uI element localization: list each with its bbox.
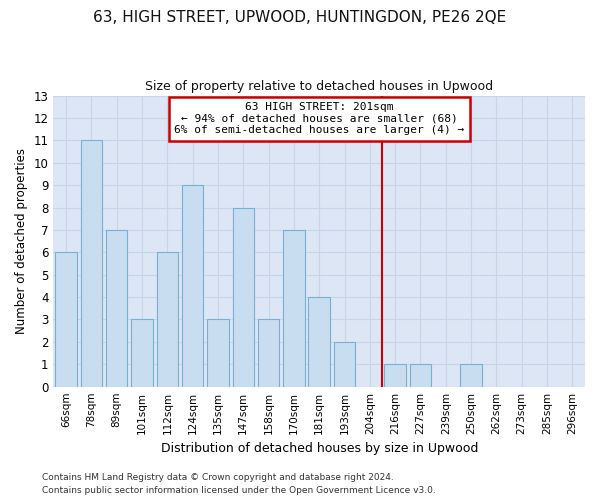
Bar (258, 320, 280, 386)
Bar (385, 364, 406, 386)
Bar (157, 252, 178, 386)
Text: 63, HIGH STREET, UPWOOD, HUNTINGDON, PE26 2QE: 63, HIGH STREET, UPWOOD, HUNTINGDON, PE2… (94, 10, 506, 25)
Title: Size of property relative to detached houses in Upwood: Size of property relative to detached ho… (145, 80, 493, 93)
Bar (233, 208, 254, 386)
Bar (55, 252, 77, 386)
X-axis label: Distribution of detached houses by size in Upwood: Distribution of detached houses by size … (161, 442, 478, 455)
Bar (308, 297, 330, 386)
Text: 63 HIGH STREET: 201sqm
← 94% of detached houses are smaller (68)
6% of semi-deta: 63 HIGH STREET: 201sqm ← 94% of detached… (174, 102, 464, 136)
Bar (460, 364, 482, 386)
Bar (334, 342, 355, 386)
Bar (80, 140, 102, 386)
Bar (182, 185, 203, 386)
Bar (207, 320, 229, 386)
Y-axis label: Number of detached properties: Number of detached properties (15, 148, 28, 334)
Bar (410, 364, 431, 386)
Bar (106, 230, 127, 386)
Bar (283, 230, 305, 386)
Bar (131, 320, 153, 386)
Text: Contains HM Land Registry data © Crown copyright and database right 2024.
Contai: Contains HM Land Registry data © Crown c… (42, 474, 436, 495)
